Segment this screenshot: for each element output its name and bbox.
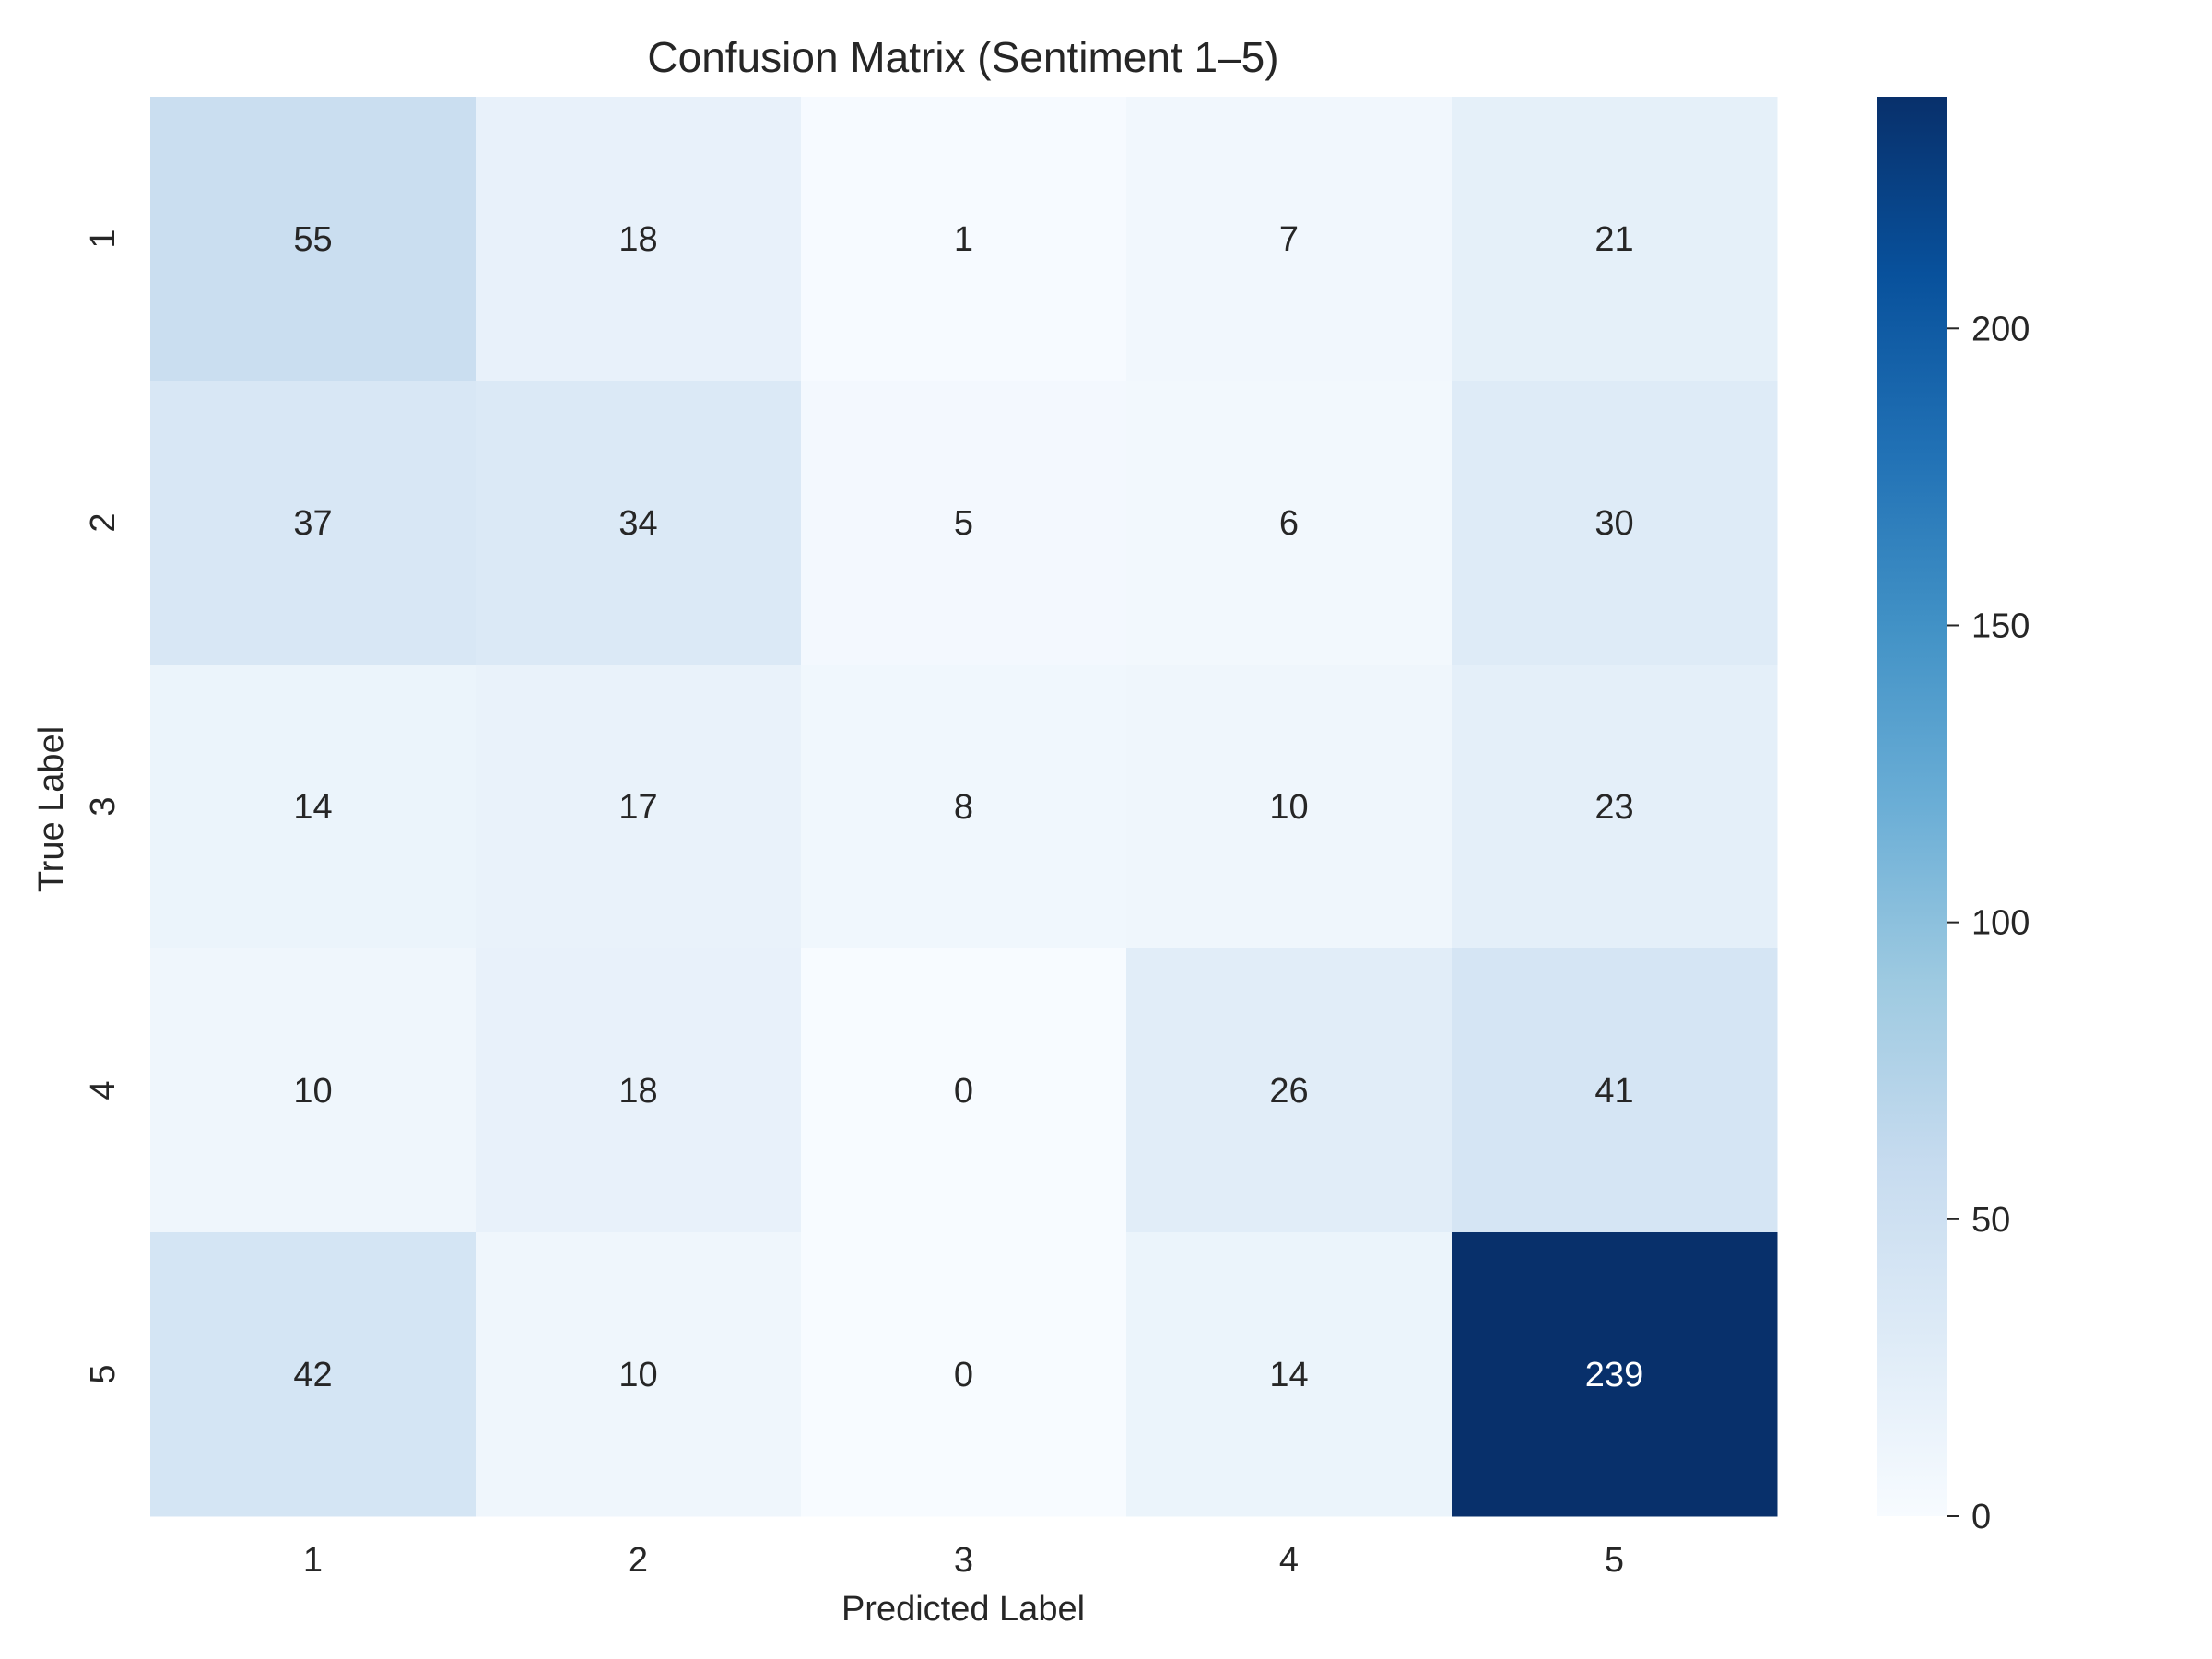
heatmap-cell <box>150 948 477 1233</box>
heatmap-cell <box>1126 948 1453 1233</box>
heatmap-cell <box>1452 948 1778 1233</box>
heatmap-cell <box>801 948 1127 1233</box>
heatmap-cell <box>476 97 802 382</box>
cell-value-label: 30 <box>1594 504 1633 543</box>
heatmap-cell <box>1452 1232 1778 1517</box>
cell-value-label: 10 <box>1269 788 1308 827</box>
colorbar-gradient <box>1877 97 1947 1516</box>
x-tick-label: 1 <box>303 1541 323 1580</box>
heatmap-cell <box>150 381 477 665</box>
x-axis-label: Predicted Label <box>841 1590 1085 1629</box>
colorbar-ticks: 0 50 100 150 200 <box>1947 310 2030 1536</box>
heatmap-cell <box>801 665 1127 949</box>
y-axis-label: True Label <box>32 726 71 892</box>
colorbar-tick-label: 150 <box>1971 606 2030 645</box>
x-tick-label: 5 <box>1605 1541 1624 1580</box>
cell-value-label: 21 <box>1594 220 1633 259</box>
heatmap-cell <box>1126 1232 1453 1517</box>
heatmap-cell <box>150 665 477 949</box>
heatmap-cell <box>150 97 477 382</box>
colorbar-tick-label: 100 <box>1971 904 2030 943</box>
cell-value-label: 41 <box>1594 1072 1633 1111</box>
cell-value-label: 239 <box>1585 1356 1643 1394</box>
heatmap-cell <box>1126 665 1453 949</box>
cell-value-label: 0 <box>954 1072 973 1111</box>
heatmap-cell <box>1452 97 1778 382</box>
cell-value-label: 1 <box>954 220 973 259</box>
cell-value-label: 0 <box>954 1356 973 1394</box>
y-axis-ticks: 1 2 3 4 5 <box>84 229 123 1383</box>
heatmap-cell <box>150 1232 477 1517</box>
heatmap-cell <box>476 665 802 949</box>
cell-value-label: 14 <box>293 788 332 827</box>
heatmap-cell <box>1126 381 1453 665</box>
cell-value-label: 17 <box>618 788 657 827</box>
cell-value-label: 7 <box>1279 220 1299 259</box>
x-tick-label: 3 <box>954 1541 973 1580</box>
heatmap-cell <box>1126 97 1453 382</box>
heatmap-cell <box>801 1232 1127 1517</box>
cell-value-label: 14 <box>1269 1356 1308 1394</box>
heatmap-cell <box>801 381 1127 665</box>
cell-value-label: 8 <box>954 788 973 827</box>
x-tick-label: 4 <box>1279 1541 1299 1580</box>
cell-value-label: 10 <box>618 1356 657 1394</box>
y-tick-label: 2 <box>84 512 123 532</box>
heatmap-grid <box>150 97 1778 1517</box>
heatmap-cell <box>476 948 802 1233</box>
cell-value-label: 55 <box>293 220 332 259</box>
y-tick-label: 3 <box>84 796 123 816</box>
heatmap-cell <box>1452 381 1778 665</box>
y-tick-label: 4 <box>84 1080 123 1100</box>
cell-value-label: 23 <box>1594 788 1633 827</box>
cell-value-label: 42 <box>293 1356 332 1394</box>
y-tick-label: 5 <box>84 1364 123 1383</box>
cell-value-label: 6 <box>1279 504 1299 543</box>
y-tick-label: 1 <box>84 229 123 248</box>
cell-value-label: 5 <box>954 504 973 543</box>
colorbar-tick-label: 50 <box>1971 1201 2010 1240</box>
cell-value-label: 18 <box>618 220 657 259</box>
heatmap-cell <box>476 1232 802 1517</box>
colorbar-tick-label: 0 <box>1971 1498 1991 1536</box>
colorbar-tick-label: 200 <box>1971 310 2030 348</box>
heatmap-cell <box>476 381 802 665</box>
colorbar: 0 50 100 150 200 <box>1877 97 2030 1536</box>
heatmap-cell <box>801 97 1127 382</box>
cell-value-label: 34 <box>618 504 657 543</box>
cell-value-label: 37 <box>293 504 332 543</box>
cell-value-label: 18 <box>618 1072 657 1111</box>
chart-title: Confusion Matrix (Sentiment 1–5) <box>647 33 1278 81</box>
cell-value-label: 26 <box>1269 1072 1308 1111</box>
heatmap-cell <box>1452 665 1778 949</box>
cell-value-label: 10 <box>293 1072 332 1111</box>
x-tick-label: 2 <box>629 1541 648 1580</box>
x-axis-ticks: 1 2 3 4 5 <box>303 1541 1624 1580</box>
